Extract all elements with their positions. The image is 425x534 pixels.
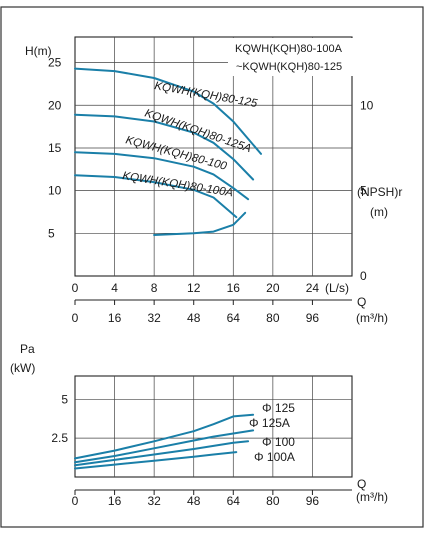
bottom-x-axis-label: Q xyxy=(357,477,366,491)
model-legend-box: KQWH(KQH)80-100A ~KQWH(KQH)80-125 xyxy=(228,38,355,76)
top-y-tick: 5 xyxy=(48,226,55,240)
legend-line-2: ~KQWH(KQH)80-125 xyxy=(236,61,342,73)
top-x-tick-ls: 0 xyxy=(72,281,79,295)
top-y-right-label-line2: (m) xyxy=(370,205,388,219)
top-x-tick-ls: 4 xyxy=(111,281,118,295)
top-series-line xyxy=(74,113,255,181)
top-series-line xyxy=(74,67,262,155)
top-x-tick-ls: 8 xyxy=(151,281,158,295)
bottom-y-axis-label-line2: (kW) xyxy=(10,361,35,375)
curve-label-80-125: KQWH(KQH)80-125 xyxy=(153,80,258,110)
bottom-x-tick-m3h: 16 xyxy=(108,494,122,508)
top-y-tick: 20 xyxy=(48,98,62,112)
top-y-right-tick: 10 xyxy=(360,98,374,112)
bottom-x-tick-m3h: 96 xyxy=(306,494,320,508)
top-x-tick-ls: 20 xyxy=(266,281,280,295)
top-x-tick-m3h: 32 xyxy=(147,311,161,325)
top-x-tick-m3h: 96 xyxy=(306,311,320,325)
top-chart-grid xyxy=(74,36,353,277)
top-x-tick-labels-m3h: 0 16 32 48 64 80 96 xyxy=(72,300,320,325)
bottom-series-line xyxy=(74,451,238,470)
bottom-power-curves xyxy=(74,413,255,470)
top-x-tick-labels-ls: 0 4 8 12 16 20 24 xyxy=(72,281,320,295)
power-label-125a: Φ 125A xyxy=(249,416,290,430)
top-series-line xyxy=(153,211,247,236)
top-head-curves xyxy=(74,67,262,236)
bottom-y-tick: 5 xyxy=(61,392,68,406)
bottom-x-tick-m3h: 80 xyxy=(266,494,280,508)
top-plot-frame xyxy=(74,36,353,277)
legend-line-1: KQWH(KQH)80-100A xyxy=(235,43,343,55)
top-series-line xyxy=(74,151,250,201)
top-x-tick-m3h: 48 xyxy=(187,311,201,325)
top-y-right-tick: 5 xyxy=(360,184,367,198)
top-x-tick-m3h: 80 xyxy=(266,311,280,325)
top-y-tick: 25 xyxy=(48,56,62,70)
top-y-axis-label: H(m) xyxy=(25,44,52,58)
top-y-right-label-line1: (NPSH)r xyxy=(357,185,402,199)
bottom-chart-grid xyxy=(74,375,353,491)
bottom-x-tick-m3h: 64 xyxy=(227,494,241,508)
bottom-y-axis-label-line1: Pa xyxy=(20,342,35,356)
top-x-tick-ls: 24 xyxy=(306,281,320,295)
bottom-series-line xyxy=(74,440,250,467)
bottom-series-line xyxy=(74,429,255,464)
top-y-right-tick-labels: 0 5 10 xyxy=(360,98,374,283)
bottom-x-unit-m3h: (m³/h) xyxy=(356,490,388,504)
bottom-x-tick-m3h: 0 xyxy=(72,494,79,508)
power-label-125: Φ 125 xyxy=(262,401,295,415)
legend-background xyxy=(228,38,355,76)
bottom-y-tick-labels: 2.55 xyxy=(51,392,68,445)
top-x-tick-m3h: 16 xyxy=(108,311,122,325)
power-label-100: Φ 100 xyxy=(262,435,295,449)
top-x-tick-m3h: 64 xyxy=(227,311,241,325)
bottom-x-tick-labels-m3h: 0 16 32 48 64 80 96 xyxy=(72,490,320,508)
top-x-axis-label: Q xyxy=(357,295,366,309)
top-x-unit-ls: (L/s) xyxy=(325,281,349,295)
top-series-line xyxy=(74,174,238,219)
bottom-y-tick: 2.5 xyxy=(51,431,68,445)
top-y-right-tick: 0 xyxy=(360,269,367,283)
curve-label-80-100a: KQWH(KQH)80-100A xyxy=(122,170,235,199)
bottom-x-tick-m3h: 32 xyxy=(147,494,161,508)
bottom-series-line xyxy=(74,413,255,460)
bottom-plot-frame xyxy=(74,375,353,478)
top-y-tick: 15 xyxy=(48,141,62,155)
figure-border xyxy=(0,6,424,528)
top-y-tick: 10 xyxy=(48,184,62,198)
top-x-tick-ls: 16 xyxy=(227,281,241,295)
bottom-x-tick-m3h: 48 xyxy=(187,494,201,508)
top-x-tick-m3h: 0 xyxy=(72,311,79,325)
top-x-unit-m3h: (m³/h) xyxy=(356,311,388,325)
top-x-tick-ls: 12 xyxy=(187,281,201,295)
top-y-tick-labels: 5 10 15 20 25 xyxy=(48,56,62,241)
power-label-100a: Φ 100A xyxy=(254,450,295,464)
